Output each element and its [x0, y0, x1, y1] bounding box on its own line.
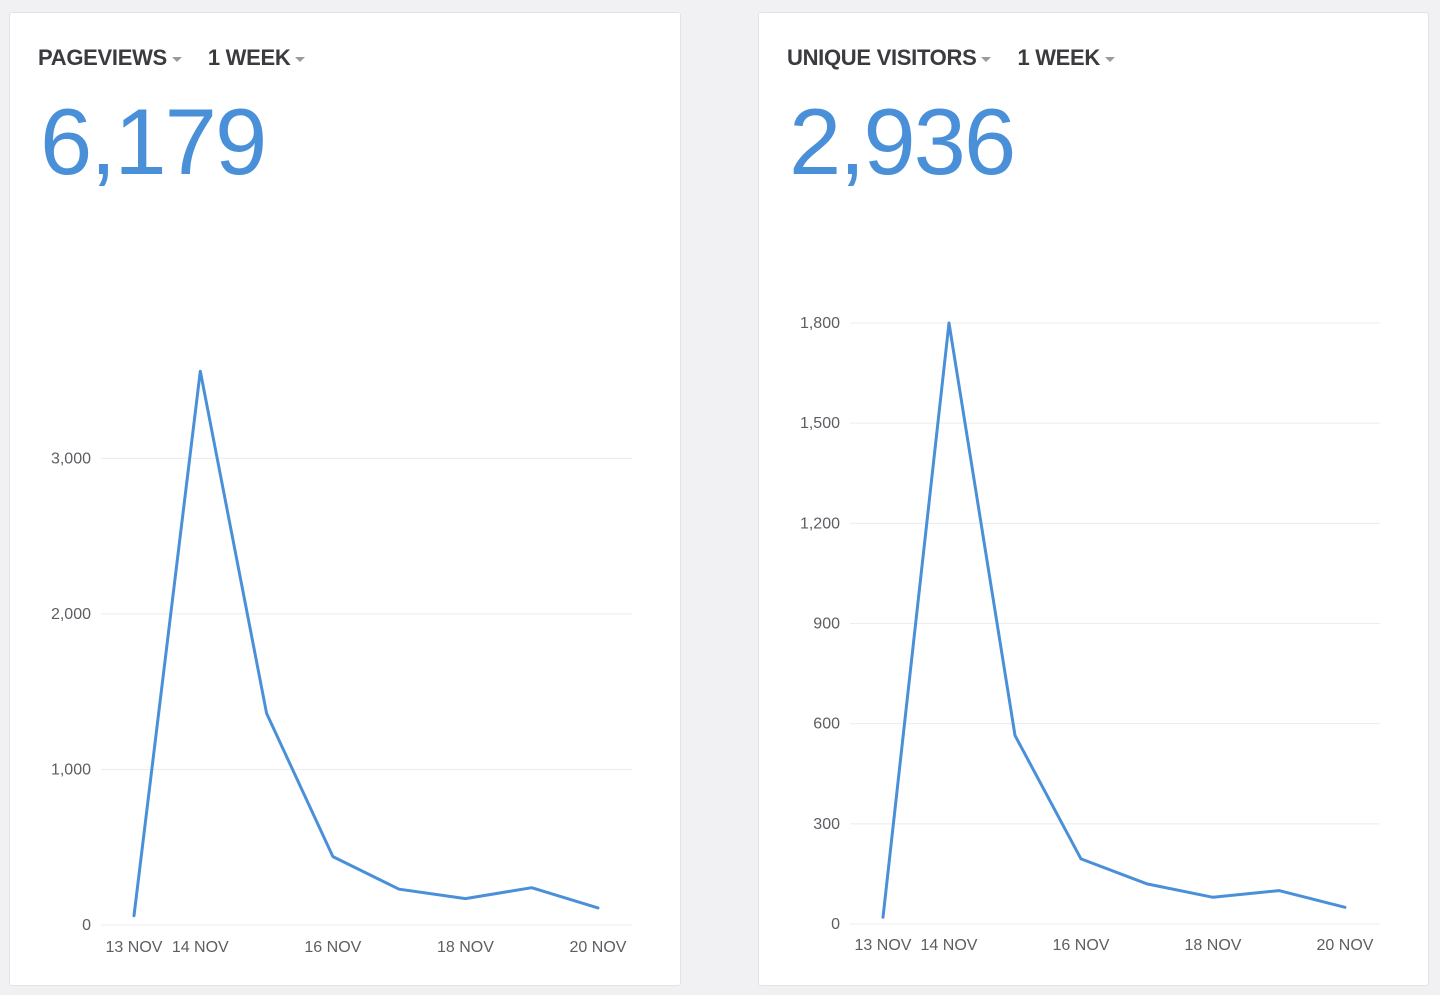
data-point	[397, 887, 401, 891]
period-dropdown[interactable]: 1 WEEK	[1017, 45, 1116, 71]
x-tick-label: 16 NOV	[304, 939, 361, 956]
caret-down-icon	[295, 56, 306, 62]
y-tick-label: 1,800	[800, 315, 840, 332]
caret-down-icon	[981, 56, 992, 62]
x-tick-label: 20 NOV	[570, 939, 627, 956]
metric-dropdown[interactable]: UNIQUE VISITORS	[787, 45, 992, 71]
data-point	[265, 711, 269, 715]
y-tick-label: 900	[813, 616, 840, 633]
data-point	[198, 369, 202, 373]
series-line	[881, 321, 1347, 919]
period-dropdown-label: 1 WEEK	[1017, 45, 1101, 70]
data-point	[596, 906, 600, 910]
unique-visitors-header: UNIQUE VISITORS 1 WEEK	[787, 45, 1116, 71]
period-dropdown-label: 1 WEEK	[207, 45, 291, 70]
data-point	[947, 321, 951, 325]
x-tick-label: 13 NOV	[855, 937, 912, 954]
caret-down-icon	[171, 56, 182, 62]
y-tick-label: 3,000	[51, 450, 91, 467]
pageviews-line-chart: 0 1,000 2,000 3,000 13 NOV 14 NOV 16 NOV 18 NOV…	[51, 369, 632, 956]
pageviews-card: PAGEVIEWS 1 WEEK 6,179 0 1,000 2,000 3,000 1…	[9, 12, 681, 986]
data-point	[881, 915, 885, 919]
data-point	[1211, 895, 1215, 899]
x-tick-label: 20 NOV	[1317, 937, 1374, 954]
data-point	[1013, 733, 1017, 737]
caret-down-icon	[1105, 56, 1116, 62]
y-tick-label: 1,500	[800, 415, 840, 432]
data-point	[1079, 857, 1083, 861]
pageviews-header: PAGEVIEWS 1 WEEK	[38, 45, 306, 71]
data-point	[530, 886, 534, 890]
y-tick-label: 2,000	[51, 606, 91, 623]
y-tick-label: 1,000	[51, 761, 91, 778]
unique-visitors-total: 2,936	[789, 89, 1016, 194]
y-tick-label: 600	[813, 716, 840, 733]
data-point	[1145, 882, 1149, 886]
metric-dropdown[interactable]: PAGEVIEWS	[38, 45, 182, 71]
y-tick-label: 0	[82, 917, 91, 934]
y-tick-label: 300	[813, 816, 840, 833]
period-dropdown[interactable]: 1 WEEK	[208, 45, 306, 71]
data-point	[1343, 905, 1347, 909]
y-tick-label: 0	[831, 916, 840, 933]
pageviews-total: 6,179	[40, 89, 267, 194]
data-point	[132, 914, 136, 918]
data-point	[1277, 889, 1281, 893]
x-tick-label: 18 NOV	[437, 939, 494, 956]
x-tick-label: 13 NOV	[106, 939, 163, 956]
metric-dropdown-label: UNIQUE VISITORS	[787, 45, 977, 70]
data-point	[463, 897, 467, 901]
x-tick-label: 14 NOV	[921, 937, 978, 954]
x-tick-label: 18 NOV	[1185, 937, 1242, 954]
unique-visitors-card: UNIQUE VISITORS 1 WEEK 2,936 0 300 600 900 1…	[758, 12, 1429, 986]
series-line	[132, 369, 600, 918]
x-tick-label: 14 NOV	[172, 939, 229, 956]
data-point	[331, 855, 335, 859]
metric-dropdown-label: PAGEVIEWS	[38, 45, 167, 70]
y-tick-label: 1,200	[800, 515, 840, 532]
x-tick-label: 16 NOV	[1053, 937, 1110, 954]
unique-visitors-line-chart: 0 300 600 900 1,200 1,500 1,800 13 NOV 14 NOV 16 …	[800, 315, 1380, 954]
